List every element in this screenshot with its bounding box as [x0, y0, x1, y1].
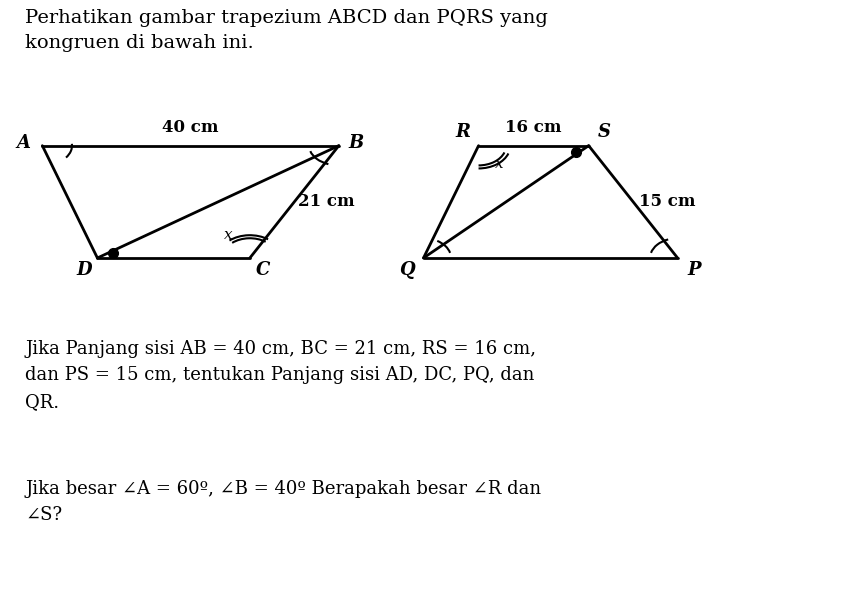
Text: S: S	[597, 123, 611, 141]
Text: Q: Q	[399, 261, 414, 279]
Text: 21 cm: 21 cm	[298, 193, 355, 211]
Text: B: B	[348, 134, 363, 152]
Text: P: P	[688, 261, 701, 279]
Text: Perhatikan gambar trapezium ABCD dan PQRS yang
kongruen di bawah ini.: Perhatikan gambar trapezium ABCD dan PQR…	[25, 9, 548, 52]
Text: Jika besar ∠A = 60º, ∠B = 40º Berapakah besar ∠R dan
∠S?: Jika besar ∠A = 60º, ∠B = 40º Berapakah …	[25, 480, 541, 524]
Text: R: R	[456, 123, 471, 141]
Text: 40 cm: 40 cm	[163, 119, 219, 136]
Text: Jika Panjang sisi AB = 40 cm, BC = 21 cm, RS = 16 cm,
dan PS = 15 cm, tentukan P: Jika Panjang sisi AB = 40 cm, BC = 21 cm…	[25, 340, 536, 411]
Text: x: x	[224, 228, 233, 242]
Text: 16 cm: 16 cm	[506, 119, 562, 136]
Text: D: D	[77, 261, 92, 279]
Text: x: x	[495, 157, 504, 171]
Text: C: C	[256, 261, 269, 279]
Text: A: A	[17, 134, 30, 152]
Text: 15 cm: 15 cm	[639, 193, 695, 211]
